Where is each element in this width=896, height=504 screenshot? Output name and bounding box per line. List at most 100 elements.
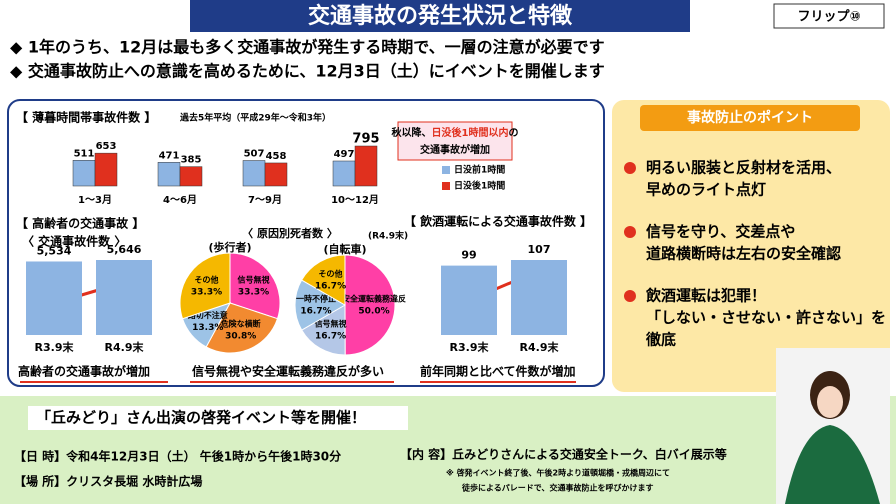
chart-title: 【 薄暮時間帯事故件数 】 — [16, 110, 156, 125]
annotation-part: の — [508, 128, 518, 139]
point-dot — [624, 290, 636, 302]
slice-label: 信号無視 — [238, 275, 270, 285]
bullet: ◆ 1年のうち、12月は最も多く交通事故が発生する時期で、一層の注意が必要です — [10, 38, 605, 57]
bar — [354, 145, 378, 187]
chart-subtitle: (歩行者) — [208, 240, 251, 254]
bar — [264, 162, 288, 187]
event-place: 【場 所】クリスタ長堀 水時計広場 — [14, 474, 202, 489]
point-text: 徹底 — [645, 331, 676, 349]
bar — [94, 152, 118, 187]
point-text: 早めのライト点灯 — [646, 181, 766, 199]
point-dot — [624, 162, 636, 174]
bar — [242, 160, 266, 187]
value-label: 471 — [159, 150, 180, 161]
event-note: ※ 啓発イベント終了後、午後2時より道頓堀橋・戎橋周辺にて — [446, 468, 670, 478]
chart-date: (R4.9末) — [368, 230, 408, 242]
pie-slice — [179, 252, 231, 320]
pie-slice — [205, 302, 279, 354]
bar — [332, 160, 356, 187]
points-header — [640, 105, 860, 131]
slice-value: 33.3% — [238, 288, 269, 298]
flip-label: フリップ⑩ — [797, 10, 860, 25]
annotation-box — [397, 121, 513, 161]
value-label: 385 — [181, 155, 202, 166]
bar — [441, 265, 497, 335]
point-dot — [624, 226, 636, 238]
point-text: 信号を守り、交差点や — [646, 223, 795, 241]
slice-value: 16.7% — [315, 332, 346, 342]
x-tick-label: 4～6月 — [163, 194, 197, 206]
bar — [157, 162, 181, 187]
slice-label: 危険な横断 — [220, 318, 261, 328]
slice-value: 13.3% — [192, 323, 223, 333]
bar — [511, 260, 567, 335]
legend-label: 日没前1時間 — [454, 164, 505, 176]
bar — [26, 261, 82, 335]
x-tick-label: 10～12月 — [331, 194, 379, 206]
chart-subtitle: 過去5年平均（平成29年～令和3年） — [179, 112, 331, 124]
value-label: 99 — [461, 249, 476, 262]
bar — [96, 260, 152, 335]
slice-label: 信号無視 — [315, 319, 347, 329]
value-label: 795 — [352, 132, 379, 147]
annotation: 交通事故が増加 — [420, 143, 490, 156]
title-bar — [190, 0, 690, 32]
slice-label: その他 — [318, 268, 342, 278]
slice-label: その他 — [194, 275, 218, 285]
caption: 信号無視や安全運転義務違反が多い — [192, 364, 384, 379]
event-title: 「丘みどり」さん出演の啓発イベント等を開催！ — [36, 409, 366, 427]
pie-slice — [300, 254, 346, 306]
flip-box — [773, 3, 885, 29]
bullet: ◆ 交通事故防止への意識を高めるために、12月3日（土）にイベントを開催します — [10, 62, 605, 81]
pie-slice — [301, 304, 346, 356]
value-label: 507 — [244, 148, 265, 159]
photo-face — [817, 386, 843, 418]
pie-slice — [229, 252, 281, 320]
value-label: 107 — [528, 243, 551, 256]
event-title-box — [28, 406, 408, 430]
event-date: 【日 時】令和4年12月3日（土） 午後1時から午後1時30分 — [14, 449, 341, 464]
point-text: 「しない・させない・許さない」を — [646, 309, 886, 327]
point-text: 飲酒運転は犯罪！ — [645, 287, 766, 305]
x-tick-label: R4.9末 — [520, 340, 560, 354]
slide-title: 交通事故の発生状況と特徴 — [308, 3, 573, 29]
point-text: 明るい服装と反射材を活用、 — [646, 159, 841, 177]
slice-label: 一時不停止 — [296, 294, 336, 304]
slice-value: 33.3% — [191, 288, 222, 298]
slice-label: 路切不注意 — [188, 310, 228, 320]
caption: 高齢者の交通事故が増加 — [18, 364, 150, 379]
x-tick-label: R3.9末 — [450, 340, 490, 354]
value-label: 653 — [96, 141, 117, 152]
value-label: 5,534 — [37, 244, 72, 257]
annotation: 秋以降、日没後1時間以内の — [392, 126, 519, 139]
pie-slice — [344, 254, 396, 356]
slice-value: 16.7% — [315, 281, 346, 291]
event-content: 【内 容】丘みどりさんによる交通安全トーク、白バイ展示等 — [400, 447, 727, 462]
event-note: 徒歩によるパレードで、交通事故防止を呼びかけます — [461, 483, 653, 493]
value-label: 458 — [266, 151, 287, 162]
points-panel — [612, 100, 890, 392]
photo-kimono — [785, 425, 880, 504]
points-title: 事故防止のポイント — [687, 109, 813, 126]
pie-slice — [294, 279, 346, 331]
x-tick-label: 1～3月 — [78, 194, 112, 206]
slice-label: 安全運転義務違反 — [342, 293, 406, 303]
legend-swatch — [442, 166, 450, 174]
chart-subtitle: (自転車) — [323, 242, 366, 256]
point-text: 道路横断時は左右の安全確認 — [646, 245, 841, 263]
value-label: 497 — [334, 149, 355, 160]
legend-label: 日没後1時間 — [454, 180, 505, 192]
x-tick-label: 7～9月 — [248, 194, 282, 206]
value-label: 511 — [74, 148, 95, 159]
slice-value: 30.8% — [225, 331, 256, 341]
chart-title: 〈 原因別死者数 〉 — [242, 226, 338, 240]
caption: 前年同期と比べて件数が増加 — [420, 364, 576, 379]
chart-title: 【 高齢者の交通事故 】 — [16, 216, 144, 231]
chart-subtitle: 〈 交通事故件数 〉 — [22, 234, 126, 249]
legend-swatch — [442, 182, 450, 190]
bar — [179, 166, 203, 187]
annotation-part: 日没後1時間以内 — [432, 126, 509, 139]
annotation-part: 秋以降、 — [392, 126, 432, 139]
slice-value: 16.7% — [300, 307, 331, 317]
